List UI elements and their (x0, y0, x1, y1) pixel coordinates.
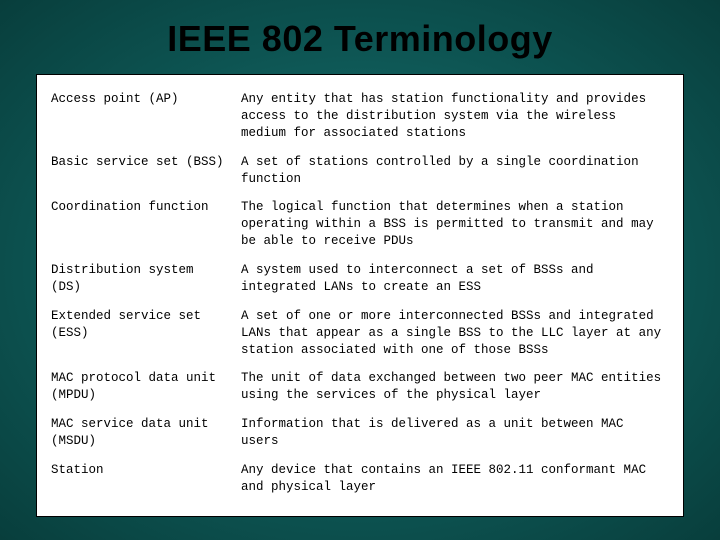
term-cell: Station (51, 456, 241, 502)
definition-cell: Information that is delivered as a unit … (241, 410, 669, 456)
table-row: MAC service data unit (MSDU)Information … (51, 410, 669, 456)
definition-cell: Any entity that has station functionalit… (241, 85, 669, 148)
term-cell: Coordination function (51, 193, 241, 256)
definition-cell: A system used to interconnect a set of B… (241, 256, 669, 302)
definition-cell: Any device that contains an IEEE 802.11 … (241, 456, 669, 502)
term-cell: MAC protocol data unit (MPDU) (51, 364, 241, 410)
slide-title: IEEE 802 Terminology (0, 0, 720, 74)
table-row: StationAny device that contains an IEEE … (51, 456, 669, 502)
table-row: Coordination functionThe logical functio… (51, 193, 669, 256)
definition-cell: A set of stations controlled by a single… (241, 148, 669, 194)
table-row: Distribution system (DS)A system used to… (51, 256, 669, 302)
terminology-table-container: Access point (AP)Any entity that has sta… (36, 74, 684, 517)
table-row: Extended service set (ESS)A set of one o… (51, 302, 669, 365)
term-cell: Extended service set (ESS) (51, 302, 241, 365)
slide: IEEE 802 Terminology Access point (AP)An… (0, 0, 720, 540)
table-row: Basic service set (BSS)A set of stations… (51, 148, 669, 194)
term-cell: MAC service data unit (MSDU) (51, 410, 241, 456)
table-row: MAC protocol data unit (MPDU)The unit of… (51, 364, 669, 410)
table-row: Access point (AP)Any entity that has sta… (51, 85, 669, 148)
term-cell: Distribution system (DS) (51, 256, 241, 302)
term-cell: Access point (AP) (51, 85, 241, 148)
definition-cell: The unit of data exchanged between two p… (241, 364, 669, 410)
term-cell: Basic service set (BSS) (51, 148, 241, 194)
definition-cell: A set of one or more interconnected BSSs… (241, 302, 669, 365)
definition-cell: The logical function that determines whe… (241, 193, 669, 256)
terminology-table: Access point (AP)Any entity that has sta… (51, 85, 669, 502)
